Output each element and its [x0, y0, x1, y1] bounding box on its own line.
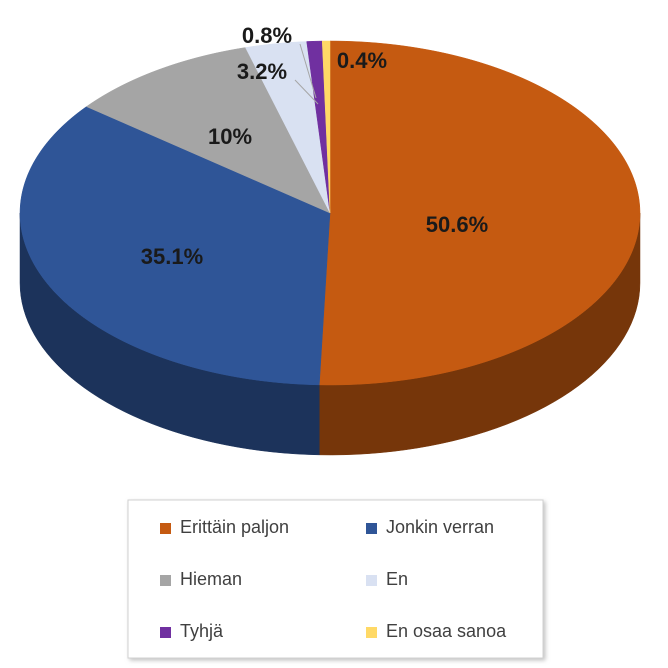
- leader-line: [294, 79, 319, 105]
- data-label: 50.6%: [426, 212, 488, 237]
- data-labels: 50.6% 35.1% 10% 3.2% 0.8% 0.4%: [141, 23, 488, 269]
- data-label: 35.1%: [141, 244, 203, 269]
- legend-label: En: [386, 569, 408, 589]
- legend-label: Hieman: [180, 569, 242, 589]
- legend-label: Erittäin paljon: [180, 517, 289, 537]
- legend-swatch: [160, 627, 171, 638]
- data-label: 0.8%: [242, 23, 292, 48]
- leader-line: [299, 43, 317, 99]
- pie-tops: [19, 40, 641, 386]
- data-label: 10%: [208, 124, 252, 149]
- legend-label: En osaa sanoa: [386, 621, 507, 641]
- legend-swatch: [366, 523, 377, 534]
- data-label: 3.2%: [237, 59, 287, 84]
- data-label: 0.4%: [337, 48, 387, 73]
- slice: [245, 41, 331, 214]
- legend-label: Jonkin verran: [386, 517, 494, 537]
- legend-swatch: [366, 575, 377, 586]
- legend-swatch: [160, 523, 171, 534]
- slice: [19, 106, 331, 386]
- legend: Erittäin paljon Jonkin verran Hieman En Tyhj…: [160, 517, 507, 641]
- slice: [85, 47, 331, 214]
- legend-box: [127, 499, 544, 659]
- slice: [319, 40, 641, 386]
- slice: [321, 40, 331, 214]
- legend-swatch: [366, 627, 377, 638]
- legend-label: Tyhjä: [180, 621, 224, 641]
- legend-swatch: [160, 575, 171, 586]
